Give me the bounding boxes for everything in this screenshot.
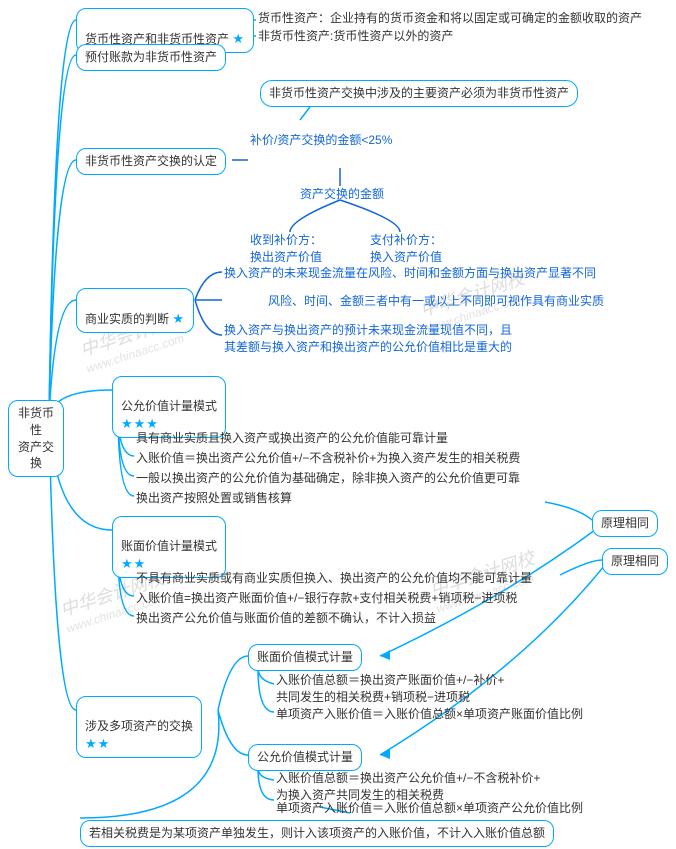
tag1: 原理相同 (592, 510, 658, 537)
b2-bubble: 非货币性资产交换中涉及的主要资产必须为非货币性资产 (260, 80, 578, 107)
star-icon: ★★★ (121, 416, 159, 431)
b4-l0: 具有商业实质且换入资产或换出资产的公允价值能可靠计量 (136, 430, 448, 447)
b6-sub2: 公允价值模式计量 (248, 744, 362, 771)
root-node: 非货币性 资产交换 (8, 400, 64, 477)
star-icon: ★★ (121, 556, 146, 571)
b5-title: 账面价值计量模式★★ (112, 516, 226, 578)
b2-left: 收到补价方：换出资产价值 (250, 232, 322, 266)
b5-l1: 入账价值=换出资产账面价值+/−银行存款+支付相关税费+销项税−进项税 (136, 590, 517, 607)
b6-s2l1: 单项资产入账价值＝入账价值总额×单项资产公允价值比例 (276, 800, 583, 817)
b5-l2: 换出资产公允价值与账面价值的差额不确认，不计入损益 (136, 610, 436, 627)
b6-s2l0: 入账价值总额＝换出资产公允价值+/−不含税补价+ 为换入资产共同发生的相关税费 (276, 770, 540, 804)
b4-l3: 换出资产按照处置或销售核算 (136, 490, 292, 507)
tag2: 原理相同 (602, 548, 668, 575)
star-icon: ★ (172, 311, 185, 326)
b4-l1: 入账价值＝换出资产公允价值+/−不含税补价+为换入资产发生的相关税费 (136, 450, 520, 467)
b2-l1: 补价/资产交换的金额<25% (250, 132, 392, 149)
b5-l0: 不具有商业实质或有商业实质但换入、换出资产的公允价值均不能可靠计量 (136, 570, 532, 587)
b6-bottom: 若相关税费是为某项资产单独发生，则计入该项资产的入账价值，不计入入账价值总额 (80, 820, 554, 847)
b3-l2: 换入资产与换出资产的预计未来现金流量现值不同，且 其差额与换入资产和换出资产的公… (224, 322, 512, 356)
b6-s1l1: 单项资产入账价值＝入账价值总额×单项资产账面价值比例 (276, 706, 583, 723)
star-icon: ★★ (85, 736, 110, 751)
star-icon: ★ (232, 31, 245, 46)
b1-sub: 预付账款为非货币性资产 (76, 44, 226, 71)
b6-title: 涉及多项资产的交换★★ (76, 696, 202, 758)
b1-def1: 货币性资产：企业持有的货币资金和将以固定或可确定的金额收取的资产 (258, 10, 642, 27)
b1-def2: 非货币性资产:货币性资产以外的资产 (258, 28, 453, 45)
b4-title: 公允价值计量模式★★★ (112, 376, 226, 438)
b3-title: 商业实质的判断 ★ (76, 288, 194, 333)
b2-right: 支付补价方：换入资产价值 (370, 232, 442, 266)
b3-l0: 换入资产的未来现金流量在风险、时间和金额方面与换出资产显著不同 (224, 265, 596, 282)
b2-l2: 资产交换的金额 (300, 186, 384, 203)
b6-s1l0: 入账价值总额＝换出资产账面价值+/−补价+ 共同发生的相关税费+销项税−进项税 (276, 672, 504, 706)
b4-l2: 一般以换出资产的公允价值为基础确定，除非换入资产的公允价值更可靠 (136, 470, 520, 487)
b2-title: 非货币性资产交换的认定 (76, 148, 226, 175)
b6-sub1: 账面价值模式计量 (248, 644, 362, 671)
b3-l1: 风险、时间、金额三者中有一或以上不同即可视作具有商业实质 (268, 293, 604, 310)
